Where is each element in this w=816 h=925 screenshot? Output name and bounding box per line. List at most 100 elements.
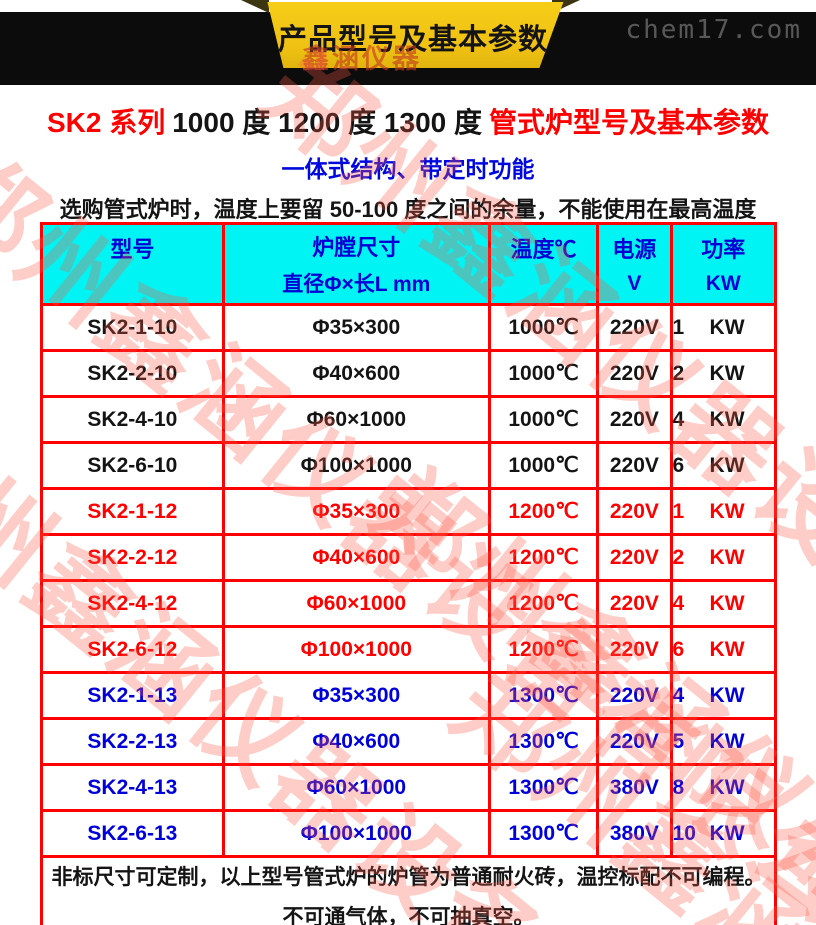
cell-size: Φ60×1000 (221, 579, 491, 628)
col-header-power: 功率 KW (669, 222, 778, 306)
cell-voltage: 380V (596, 763, 673, 812)
title-degrees: 1000 度 1200 度 1300 度 (172, 107, 482, 138)
cell-temp: 1200℃ (487, 487, 600, 536)
cell-size: Φ35×300 (221, 303, 491, 352)
header-sublabel (491, 272, 596, 296)
power-value: 5 (672, 729, 685, 753)
power-value: 6 (672, 637, 685, 661)
cell-temp: 1200℃ (487, 625, 600, 674)
power-unit: KW (709, 407, 745, 431)
cell-size: Φ100×1000 (221, 441, 491, 490)
cell-temp: 1000℃ (487, 303, 600, 352)
cell-voltage: 220V (596, 441, 673, 490)
cell-size: Φ100×1000 (221, 625, 491, 674)
header-label: 温度℃ (510, 237, 577, 263)
header-row: 型号 炉膛尺寸直径Φ×长L mm 温度℃ 电源 V 功率 KW (40, 222, 778, 306)
header-sublabel: V (627, 271, 642, 295)
power-value: 10 (672, 821, 696, 845)
power-unit: KW (709, 821, 745, 845)
cell-size: Φ35×300 (221, 487, 491, 536)
spec-row: SK2-1-12 Φ35×300 1200℃ 220V 1 KW (40, 487, 778, 536)
spec-row: SK2-1-10 Φ35×300 1000℃ 220V 1 KW (40, 303, 778, 352)
cell-temp: 1000℃ (487, 441, 600, 490)
footer-note-line1: 非标尺寸可定制，以上型号管式炉的炉管为普通耐火砖，温控标配不可编程。 (51, 866, 766, 889)
power-value: 1 (672, 499, 685, 523)
cell-size: Φ40×600 (221, 717, 491, 766)
header-sublabel (43, 272, 222, 296)
cell-power: 2 KW (669, 533, 778, 582)
cell-power: 4 KW (669, 579, 778, 628)
cell-power: 1 KW (669, 487, 778, 536)
header-label: 功率 (701, 237, 746, 263)
cell-voltage: 380V (596, 809, 673, 858)
cell-power: 4 KW (669, 395, 778, 444)
power-value: 2 (672, 545, 685, 569)
power-value: 2 (672, 361, 685, 385)
cell-voltage: 220V (596, 395, 673, 444)
cell-voltage: 220V (596, 349, 673, 398)
power-unit: KW (709, 499, 745, 523)
footer-note-line2: 不可通气体，不可抽真空。 (282, 906, 535, 925)
cell-power: 4 KW (669, 671, 778, 720)
footer-note-cell: 非标尺寸可定制，以上型号管式炉的炉管为普通耐火砖，温控标配不可编程。 不可通气体… (40, 855, 777, 925)
header-label: 炉膛尺寸 (312, 235, 401, 261)
cell-model: SK2-1-10 (40, 303, 225, 352)
power-value: 4 (672, 683, 685, 707)
spec-row: SK2-4-13 Φ60×1000 1300℃ 380V 8 KW (40, 763, 778, 812)
spec-row: SK2-1-13 Φ35×300 1300℃ 220V 4 KW (40, 671, 778, 720)
power-value: 6 (672, 453, 685, 477)
header-label: 电源 (612, 237, 657, 263)
spec-row: SK2-6-10 Φ100×1000 1000℃ 220V 6 KW (40, 441, 778, 490)
cell-model: SK2-6-10 (40, 441, 225, 490)
power-value: 4 (672, 407, 685, 431)
power-value: 1 (672, 315, 685, 339)
title-suffix: 管式炉型号及基本参数 (489, 107, 770, 138)
cell-temp: 1300℃ (487, 671, 600, 720)
header-sublabel: KW (705, 271, 741, 295)
spec-table: 型号 炉膛尺寸直径Φ×长L mm 温度℃ 电源 V 功率 KW SK2-1-10 Φ… (40, 222, 778, 925)
cell-temp: 1000℃ (487, 395, 600, 444)
power-unit: KW (709, 729, 745, 753)
cell-power: 1 KW (669, 303, 778, 352)
power-unit: KW (709, 315, 745, 339)
site-watermark: chem17.com (625, 15, 802, 45)
cell-model: SK2-2-12 (40, 533, 225, 582)
cell-model: SK2-4-10 (40, 395, 225, 444)
power-unit: KW (709, 591, 745, 615)
banner-ribbon: 产品型号及基本参数 (267, 2, 564, 68)
spec-row: SK2-6-13 Φ100×1000 1300℃ 380V 10 KW (40, 809, 778, 858)
spec-row: SK2-4-12 Φ60×1000 1200℃ 220V 4 KW (40, 579, 778, 628)
cell-model: SK2-1-12 (40, 487, 225, 536)
cell-model: SK2-1-13 (40, 671, 225, 720)
cell-voltage: 220V (596, 533, 673, 582)
col-header-size: 炉膛尺寸直径Φ×长L mm (221, 222, 491, 306)
footer-note-row: 非标尺寸可定制，以上型号管式炉的炉管为普通耐火砖，温控标配不可编程。 不可通气体… (40, 855, 777, 925)
cell-power: 6 KW (669, 441, 778, 490)
cell-size: Φ40×600 (221, 533, 491, 582)
col-header-model: 型号 (40, 222, 225, 306)
cell-temp: 1000℃ (487, 349, 600, 398)
header-sublabel: 直径Φ×长L mm (282, 272, 431, 296)
spec-row: SK2-2-12 Φ40×600 1200℃ 220V 2 KW (40, 533, 778, 582)
cell-size: Φ60×1000 (221, 395, 491, 444)
cell-voltage: 220V (596, 579, 673, 628)
cell-size: Φ40×600 (221, 349, 491, 398)
spec-row: SK2-6-12 Φ100×1000 1200℃ 220V 6 KW (40, 625, 778, 674)
purchase-note: 选购管式炉时，温度上要留 50-100 度之间的余量，不能使用在最高温度 (59, 197, 757, 222)
brand-watermark: 鑫涵仪器 (302, 44, 422, 74)
power-unit: KW (709, 637, 745, 661)
spec-row: SK2-4-10 Φ60×1000 1000℃ 220V 4 KW (40, 395, 778, 444)
power-unit: KW (709, 775, 745, 799)
cell-model: SK2-2-10 (40, 349, 225, 398)
cell-temp: 1300℃ (487, 763, 600, 812)
cell-temp: 1300℃ (487, 717, 600, 766)
cell-model: SK2-2-13 (40, 717, 225, 766)
power-value: 4 (672, 591, 685, 615)
title-series: SK2 系列 (46, 107, 166, 138)
cell-temp: 1200℃ (487, 533, 600, 582)
cell-voltage: 220V (596, 625, 673, 674)
cell-power: 5 KW (669, 717, 778, 766)
cell-model: SK2-6-13 (40, 809, 225, 858)
power-unit: KW (709, 453, 745, 477)
